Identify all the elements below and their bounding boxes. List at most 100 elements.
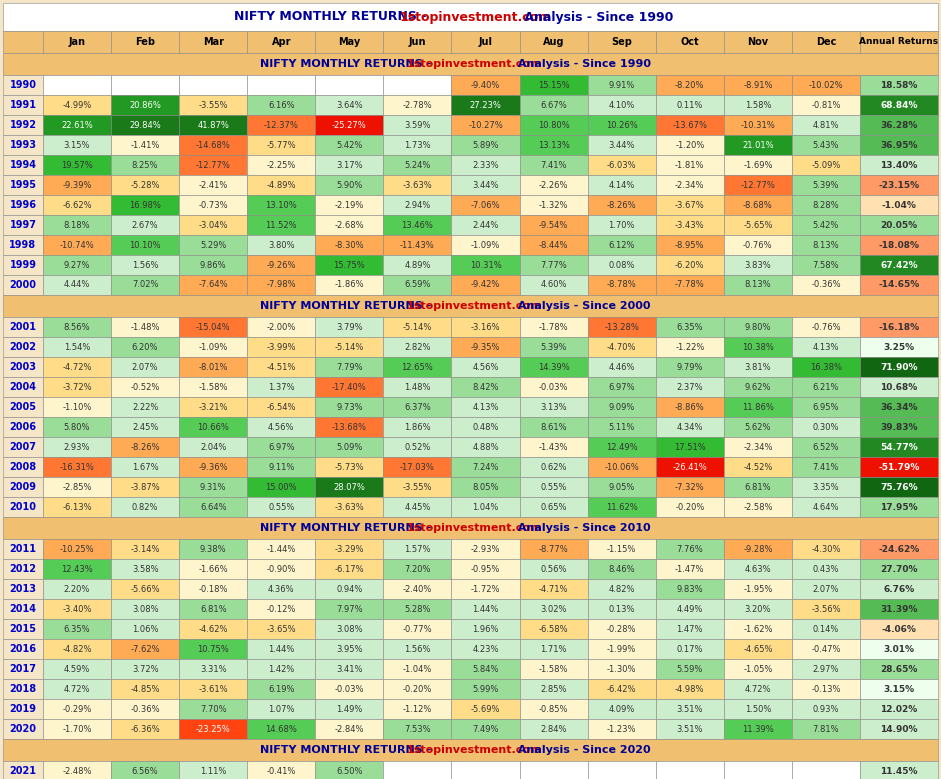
Bar	[519, 761, 588, 779]
Text: -1.58%: -1.58%	[199, 382, 228, 392]
Text: 0.62%: 0.62%	[540, 463, 566, 471]
Bar	[656, 579, 724, 599]
Text: -5.14%: -5.14%	[335, 343, 364, 351]
Text: -3.21%: -3.21%	[199, 403, 228, 411]
Text: 2004: 2004	[9, 382, 37, 392]
Bar	[43, 497, 111, 517]
Bar	[519, 719, 588, 739]
Bar	[247, 255, 315, 275]
Bar	[383, 357, 452, 377]
Text: 2.97%: 2.97%	[813, 664, 839, 674]
Text: 75.76%: 75.76%	[880, 482, 917, 492]
Text: -0.36%: -0.36%	[130, 704, 160, 714]
Text: -13.28%: -13.28%	[604, 323, 639, 332]
Text: 1.58%: 1.58%	[744, 100, 771, 110]
Text: Annual Returns: Annual Returns	[859, 37, 938, 47]
Bar	[247, 95, 315, 115]
Text: 9.11%: 9.11%	[268, 463, 295, 471]
Bar	[179, 417, 247, 437]
Bar	[724, 497, 792, 517]
Text: -8.26%: -8.26%	[130, 442, 160, 452]
Bar	[519, 639, 588, 659]
Text: -3.63%: -3.63%	[403, 181, 432, 189]
Text: 3.58%: 3.58%	[132, 565, 158, 573]
Text: 36.34%: 36.34%	[880, 403, 917, 411]
Bar	[179, 235, 247, 255]
Bar	[792, 699, 860, 719]
Text: -1.30%: -1.30%	[607, 664, 636, 674]
Bar	[383, 317, 452, 337]
Bar	[656, 175, 724, 195]
Bar	[656, 135, 724, 155]
Text: 67.42%: 67.42%	[880, 260, 917, 270]
Bar	[792, 639, 860, 659]
Text: -8.20%: -8.20%	[675, 80, 705, 90]
Text: 13.46%: 13.46%	[402, 220, 434, 230]
Bar	[43, 699, 111, 719]
Bar	[860, 397, 938, 417]
Text: -9.39%: -9.39%	[62, 181, 92, 189]
Text: -2.78%: -2.78%	[403, 100, 432, 110]
Text: 1.54%: 1.54%	[64, 343, 90, 351]
Bar	[3, 477, 43, 497]
Bar	[43, 115, 111, 135]
Text: 12.43%: 12.43%	[61, 565, 93, 573]
Bar	[724, 135, 792, 155]
Bar	[247, 761, 315, 779]
Text: -51.79%: -51.79%	[878, 463, 919, 471]
Text: -15.04%: -15.04%	[196, 323, 231, 332]
Bar	[111, 255, 179, 275]
Bar	[452, 75, 519, 95]
Text: 7.41%: 7.41%	[540, 160, 566, 170]
Bar	[43, 477, 111, 497]
Bar	[519, 599, 588, 619]
Text: 1.42%: 1.42%	[268, 664, 295, 674]
Bar	[383, 397, 452, 417]
Bar	[519, 337, 588, 357]
Text: 0.30%: 0.30%	[813, 422, 839, 432]
Bar	[452, 135, 519, 155]
Bar	[3, 155, 43, 175]
Text: -1.10%: -1.10%	[62, 403, 91, 411]
Bar	[724, 559, 792, 579]
Text: -0.76%: -0.76%	[811, 323, 840, 332]
Bar	[792, 437, 860, 457]
Text: Mar: Mar	[202, 37, 224, 47]
Text: 6.37%: 6.37%	[404, 403, 431, 411]
Text: -2.58%: -2.58%	[743, 502, 773, 512]
Text: -5.28%: -5.28%	[131, 181, 160, 189]
Bar	[315, 497, 383, 517]
Text: 4.81%: 4.81%	[813, 121, 839, 129]
Text: 10.10%: 10.10%	[129, 241, 161, 249]
Bar	[43, 457, 111, 477]
Text: -1.66%: -1.66%	[199, 565, 228, 573]
Text: -1.20%: -1.20%	[675, 140, 705, 150]
Text: -4.98%: -4.98%	[675, 685, 705, 693]
Text: 5.24%: 5.24%	[405, 160, 431, 170]
Text: -0.76%: -0.76%	[743, 241, 773, 249]
Bar	[656, 719, 724, 739]
Bar	[452, 761, 519, 779]
Text: -1.44%: -1.44%	[266, 545, 296, 554]
Bar	[519, 357, 588, 377]
Text: -9.54%: -9.54%	[539, 220, 568, 230]
Text: 3.08%: 3.08%	[132, 605, 158, 614]
Bar	[452, 659, 519, 679]
Bar	[3, 337, 43, 357]
Text: -9.28%: -9.28%	[743, 545, 773, 554]
Text: 4.14%: 4.14%	[609, 181, 635, 189]
Text: Analysis - Since 2010: Analysis - Since 2010	[514, 523, 651, 533]
Text: -3.14%: -3.14%	[131, 545, 160, 554]
Text: 1stopinvestment.com: 1stopinvestment.com	[407, 523, 542, 533]
Text: -2.34%: -2.34%	[743, 442, 773, 452]
Bar	[724, 699, 792, 719]
Text: 10.31%: 10.31%	[470, 260, 502, 270]
Bar	[383, 579, 452, 599]
Text: 13.10%: 13.10%	[265, 200, 297, 210]
Text: 5.11%: 5.11%	[609, 422, 635, 432]
Text: 5.84%: 5.84%	[472, 664, 499, 674]
Bar	[111, 719, 179, 739]
Text: -0.03%: -0.03%	[335, 685, 364, 693]
Text: 6.59%: 6.59%	[405, 280, 431, 290]
Text: 28.07%: 28.07%	[333, 482, 365, 492]
